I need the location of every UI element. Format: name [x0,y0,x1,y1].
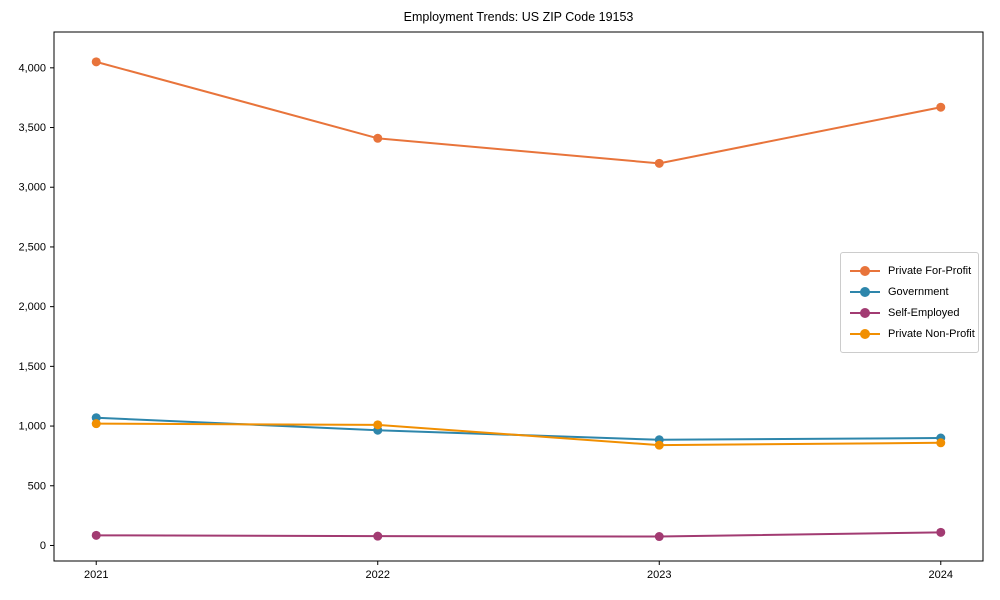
legend-label: Private Non-Profit [888,328,975,340]
legend-label: Private For-Profit [888,265,972,277]
x-tick-label: 2022 [366,569,390,581]
y-tick-label: 2,000 [18,301,46,313]
data-point-icon [91,419,101,429]
legend-marker-icon [850,266,880,276]
legend-item: Self-Employed [850,303,969,323]
data-point-icon [654,440,664,450]
legend-marker-icon [850,287,880,297]
legend-item: Private For-Profit [850,261,972,281]
legend: Private For-Profit Government Self-Emplo… [840,252,979,353]
axes-frame [53,31,984,562]
y-tick-label: 4,000 [18,62,46,74]
data-point-icon [936,527,946,537]
y-tick-label: 1,000 [18,421,46,433]
series-line-self-employed [96,531,941,538]
y-tick-label: 0 [40,540,46,552]
data-point-icon [373,133,383,143]
legend-marker-icon [850,329,880,339]
series-line-private-for-profit [95,60,941,165]
data-point-icon [91,57,101,67]
y-tick-label: 3,000 [18,182,46,194]
series-line-private-non-profit [96,422,941,447]
x-tick-label: 2024 [929,569,953,581]
x-tick-label: 2021 [84,569,108,581]
chart-title: Employment Trends: US ZIP Code 19153 [403,10,634,24]
data-point-icon [654,532,664,542]
data-point-icon [373,420,383,430]
x-tick-label: 2023 [647,569,671,581]
data-point-icon [936,438,946,448]
legend-label: Government [888,286,949,298]
legend-item: Government [850,282,969,302]
y-tick-label: 1,500 [18,361,46,373]
data-point-icon [91,530,101,540]
y-tick-label: 3,500 [18,122,46,134]
data-point-icon [936,102,946,112]
legend-marker-icon [850,308,880,318]
data-point-icon [373,531,383,541]
legend-label: Self-Employed [888,307,960,319]
data-point-icon [654,158,664,168]
series-line-government [96,416,941,441]
y-tick-label: 500 [28,480,46,492]
legend-item: Private Non-Profit [850,324,975,344]
y-tick-label: 2,500 [18,241,46,253]
